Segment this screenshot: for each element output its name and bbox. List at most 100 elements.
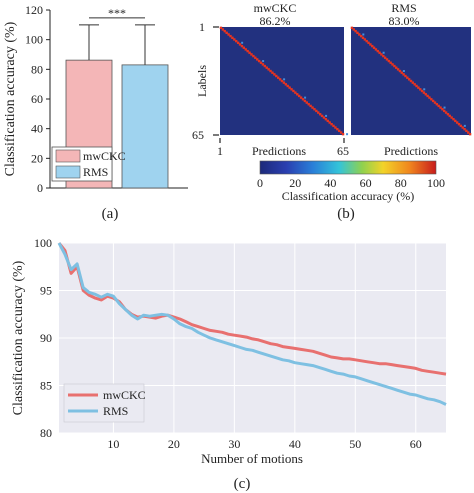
panel-a-y-ticks: 0 20 40 60 80 100 120 [25,3,50,195]
panel-a-y-tick-label: 40 [31,122,43,136]
diagonal-cell [318,113,322,116]
colorbar-label: Classification accuracy (%) [282,189,415,203]
significance-stars: *** [108,6,126,20]
heatmap-accuracy-rms: 83.0% [389,14,420,28]
heatmap-x-tick-1: 1 [217,144,223,158]
diagonal-cell [387,59,391,63]
diagonal-cell [448,114,451,118]
diagonal-cell [282,81,286,84]
line-x-tick-label: 10 [107,437,119,451]
heatmap-rms-diagonal [350,26,472,136]
diagonal-cell [430,98,433,101]
off-diagonal-cell [443,106,446,109]
diagonal-cell [439,106,442,109]
line-x-tick-label: 60 [410,437,422,451]
heatmap-x-tick-65: 65 [337,144,349,158]
diagonal-cell [252,54,255,58]
diagonal-cell [301,98,305,101]
diagonal-cell [229,34,232,38]
legend-text-mwckc: mwCKC [103,388,146,402]
off-diagonal-cell [262,60,265,63]
diagonal-cell [280,79,284,83]
diagonal-cell [328,121,331,124]
panel-a-y-tick-label: 0 [37,181,43,195]
diagonal-cell [233,38,236,41]
diagonal-cell [271,71,274,74]
diagonal-cell [296,93,299,96]
panel-a-y-label: Classification accuracy (%) [3,21,18,176]
diagonal-cell [467,131,470,134]
diagonal-cell [446,113,450,116]
heatmap-title-mwckc: mwCKC [254,1,297,15]
heatmap-accuracy-mwckc: 86.2% [260,14,291,28]
off-diagonal-cell [241,41,244,44]
diagonal-cell [389,61,392,64]
diagonal-cell [259,61,263,64]
colorbar-tick-label: 80 [395,176,407,190]
diagonal-cell [455,121,459,124]
diagonal-cell [396,68,400,71]
diagonal-cell [225,31,228,35]
diagonal-cell [275,74,278,78]
diagonal-cell [400,71,403,74]
diagonal-cell [261,63,265,66]
diagonal-cell [443,109,446,113]
off-diagonal-cell [402,70,405,73]
diagonal-cell [383,56,387,59]
legend-text-rms: RMS [103,404,128,418]
off-diagonal-cell [346,133,349,136]
colorbar-tick-label: 100 [427,176,445,190]
line-x-label: Number of motions [201,451,303,466]
diagonal-cell [313,108,316,111]
diagonal-cell [459,124,463,128]
diagonal-cell [273,73,276,76]
diagonal-cell [330,123,333,126]
diagonal-cell [341,132,345,136]
diagonal-cell [393,64,396,68]
diagonal-cell [299,96,303,99]
line-y-tick-label: 80 [40,426,52,440]
diagonal-cell [426,94,429,98]
diagonal-cell [402,73,405,76]
heatmap-y-tick-65: 65 [192,128,204,142]
panel-b: mwCKC 86.2% RMS 83.0% 1 65 Labels 1 65 P… [192,1,472,222]
diagonal-cell [367,41,370,44]
diagonal-cell [309,104,312,108]
diagonal-cell [391,63,394,66]
diagonal-cell [332,124,335,128]
diagonal-cell [407,78,411,81]
diagonal-cell [288,86,291,89]
line-series [57,242,447,406]
diagonal-cell [395,66,398,69]
line-y-label: Classification accuracy (%) [11,260,26,415]
line-legend: mwCKC RMS [63,383,146,423]
diagonal-cell [361,36,365,39]
diagonal-cell [417,86,420,89]
colorbar-ticks: 0 20 40 60 80 100 [257,176,445,190]
diagonal-cell [372,46,376,49]
line-y-tick-label: 85 [40,379,52,393]
diagonal-cell [315,109,318,113]
off-diagonal-cell [283,78,286,81]
diagonal-cell [378,51,381,54]
diagonal-cell [254,56,257,59]
diagonal-cell [413,83,416,86]
diagonal-cell [297,94,301,98]
diagonal-cell [454,119,457,123]
diagonal-cell [307,103,310,106]
diagonal-cell [320,114,324,118]
diagonal-cell [441,108,444,111]
heatmap-y-tick-1: 1 [199,20,205,34]
diagonal-cell [265,66,268,69]
diagonal-cell [284,83,288,86]
panel-a-caption: (a) [102,206,119,222]
diagonal-cell [276,76,280,79]
diagonal-cell [311,106,314,109]
colorbar-tick-label: 40 [324,176,336,190]
diagonal-cell [227,33,230,36]
off-diagonal-cell [423,88,426,91]
diagonal-cell [350,26,354,30]
diagonal-cell [336,127,339,131]
diagonal-cell [242,46,246,49]
diagonal-cell [374,48,378,51]
